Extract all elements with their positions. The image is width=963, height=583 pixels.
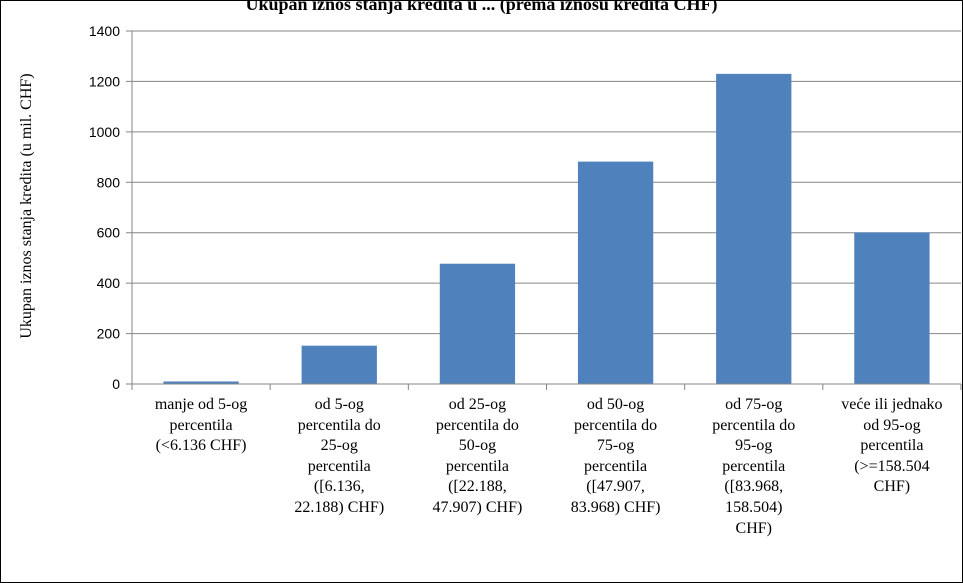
- x-category-label-line: percentila do: [712, 416, 796, 434]
- x-category-label-line: CHF): [873, 478, 911, 496]
- x-category-label: od 75-og percentila do 95-og percentila ([83…: [689, 395, 819, 539]
- x-category-label-line: CHF): [735, 519, 772, 537]
- y-tick-label: 600: [97, 225, 121, 241]
- x-category-label-line: (<6.136 CHF): [155, 437, 247, 455]
- x-category-label-line: od 5-og: [314, 396, 364, 413]
- x-category-label-line: (>=158.504: [854, 457, 930, 475]
- x-category-label-line: percentila do: [574, 416, 658, 434]
- x-category-label-line: 25-og: [320, 437, 358, 455]
- x-category-label-line: percentila: [169, 416, 233, 434]
- x-category-label-line: percentila: [860, 437, 924, 455]
- y-tick-label: 1400: [89, 23, 120, 39]
- y-tick-label: 1200: [89, 73, 120, 89]
- x-category-label-line: ([6.136,: [313, 478, 365, 496]
- x-category-label-line: od 25-og: [448, 396, 507, 413]
- gridlines: [126, 30, 961, 385]
- x-category-label-line: 47.907) CHF): [432, 498, 523, 516]
- y-tick-label: 1000: [89, 124, 120, 140]
- bar-5: [716, 73, 792, 384]
- x-category-label-line: 50-og: [458, 437, 497, 455]
- x-category-label-line: percentila: [307, 457, 371, 475]
- x-category-label-line: percentila: [445, 457, 509, 475]
- x-category-label: manje od 5-og percentila (<6.136 CHF): [136, 395, 266, 457]
- x-category-label-line: 95-og: [735, 437, 773, 455]
- x-category-label-line: 83.968) CHF): [570, 498, 661, 516]
- bar-3: [439, 263, 516, 384]
- x-category-label-line: percentila do: [297, 416, 381, 434]
- y-tick-label: 400: [97, 275, 121, 291]
- x-category-label-line: od 50-og: [586, 396, 645, 413]
- x-category-label-line: manje od 5-og: [154, 396, 248, 413]
- x-category-label-line: percentila do: [435, 416, 519, 434]
- y-tick-label: 200: [97, 326, 121, 342]
- axes: [126, 31, 962, 390]
- bars: [163, 73, 930, 384]
- x-category-label: od 25-og percentila do 50-og percentila ([22…: [412, 395, 542, 519]
- x-category-label-line: ([22.188,: [448, 478, 507, 496]
- y-tick-label: 800: [97, 174, 121, 190]
- x-category-label-line: od 75-og: [725, 396, 783, 413]
- chart-title: Ukupan iznos stanja kredita u ... (prema…: [245, 0, 718, 14]
- x-category-label-line: od 95-og: [863, 416, 921, 434]
- x-category-label-line: percentila: [584, 457, 648, 475]
- x-category-label-line: 158.504): [725, 498, 783, 516]
- x-category-label-line: 75-og: [596, 437, 635, 455]
- x-category-label: veće ili jednako od 95-og percentila (>=158…: [827, 395, 957, 498]
- bar-2: [301, 345, 377, 384]
- bar-1: [163, 381, 239, 384]
- y-tick-label: 0: [112, 376, 120, 392]
- x-category-label: od 50-og percentila do 75-og percentila ([47…: [551, 395, 681, 519]
- x-category-label-line: veće ili jednako: [841, 396, 943, 413]
- x-category-label-line: ([47.907,: [586, 478, 645, 496]
- bar-4: [577, 161, 654, 384]
- x-category-label-line: percentila: [722, 457, 786, 475]
- bar-6: [854, 232, 930, 384]
- x-category-label-line: ([83.968,: [724, 478, 784, 496]
- y-tick-labels: 0 200 400 600 800 1000 1200 1400: [89, 23, 120, 392]
- x-category-label: od 5-og percentila do 25-og percentila ([6.1…: [274, 395, 404, 519]
- x-category-label-line: 22.188) CHF): [294, 498, 385, 516]
